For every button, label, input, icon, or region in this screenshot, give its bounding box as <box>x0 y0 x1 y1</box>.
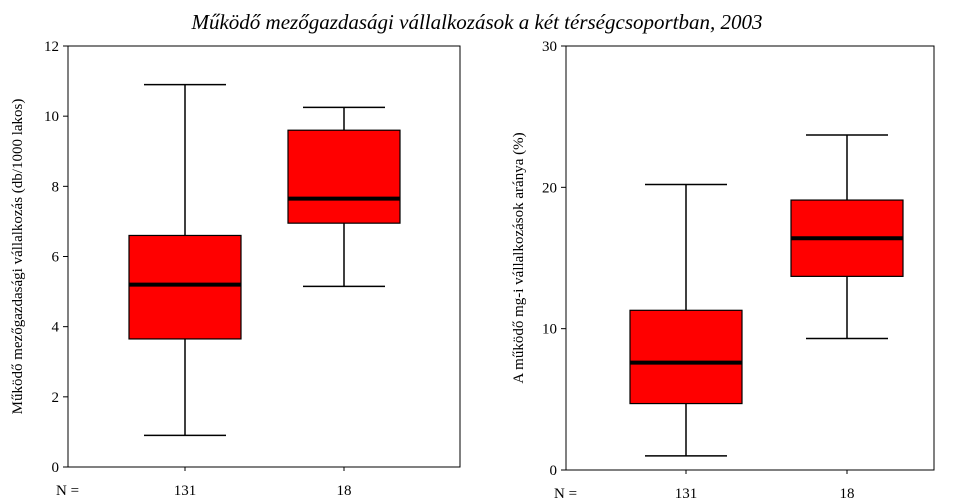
y-tick-label: 12 <box>44 39 59 55</box>
y-tick-label: 2 <box>52 390 60 406</box>
x-tick-label: 131 <box>675 486 698 499</box>
n-label: N = <box>554 486 577 499</box>
x-tick-label: 131 <box>174 483 197 499</box>
box-iqr <box>629 309 743 405</box>
y-tick-label: 10 <box>44 109 59 125</box>
y-axis-label: Működő mezőgazdasági vállalkozás (db/100… <box>10 99 26 415</box>
y-tick-label: 0 <box>52 460 60 476</box>
y-tick-label: 8 <box>52 179 60 195</box>
y-axis-label: A működő mg-i vállalkozások aránya (%) <box>511 132 527 383</box>
plot-frame <box>67 45 461 468</box>
x-tick-label: 18 <box>840 486 855 499</box>
box-iqr <box>287 129 401 224</box>
y-tick-label: 30 <box>542 39 557 55</box>
x-tick-label: 18 <box>337 483 352 499</box>
box-iqr <box>128 234 242 340</box>
y-tick-label: 10 <box>542 322 557 338</box>
y-tick-label: 0 <box>550 463 558 479</box>
y-tick-label: 4 <box>52 320 60 336</box>
y-tick-label: 6 <box>52 250 60 266</box>
n-label: N = <box>56 483 79 499</box>
chart-title: Működő mezőgazdasági vállalkozások a két… <box>191 10 763 34</box>
plot-frame <box>565 45 935 471</box>
y-tick-label: 20 <box>542 180 557 196</box>
